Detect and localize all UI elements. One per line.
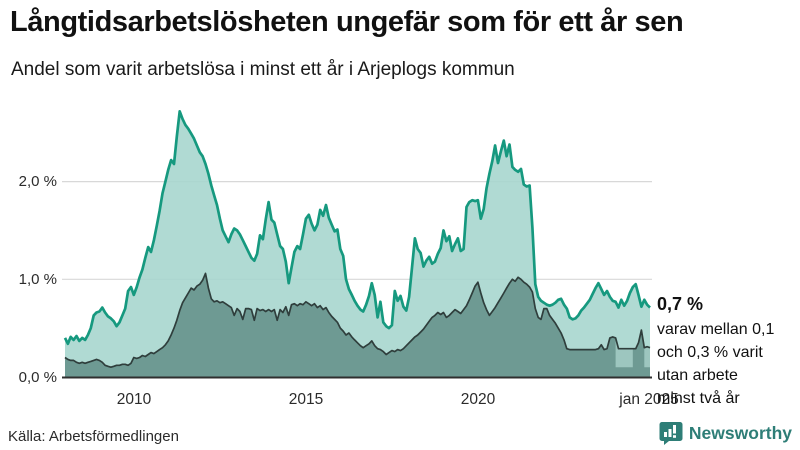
x-axis-label-2020: 2020 [460,391,496,408]
newsworthy-logo-text: Newsworthy [688,422,792,443]
end-value-annotation: 0,7 % varav mellan 0,1 och 0,3 % varit u… [657,294,795,410]
source-note: Källa: Arbetsförmedlingen [8,428,179,445]
newsworthy-brand: Newsworthy [659,421,792,445]
y-axis-label-2: 2,0 % [18,173,57,190]
annotation-line-4: minst två år [657,390,740,407]
page-title: Långtidsarbetslösheten ungefär som för e… [10,6,684,38]
y-axis-label-1: 1,0 % [18,271,57,288]
x-axis-label-2010: 2010 [116,391,152,408]
x-axis-label-jan-2025: jan 2025 [619,391,679,408]
newsworthy-logo-icon [659,422,683,445]
annotation-line-2: och 0,3 % varit [657,344,763,361]
y-axis-label-0: 0,0 % [18,369,57,386]
end-value-label: 0,7 % [657,294,704,314]
page-subtitle: Andel som varit arbetslösa i minst ett å… [11,59,515,80]
annotation-line-1: varav mellan 0,1 [657,321,775,338]
x-axis-label-2015: 2015 [288,391,324,408]
annotation-line-3: utan arbete [657,367,738,384]
